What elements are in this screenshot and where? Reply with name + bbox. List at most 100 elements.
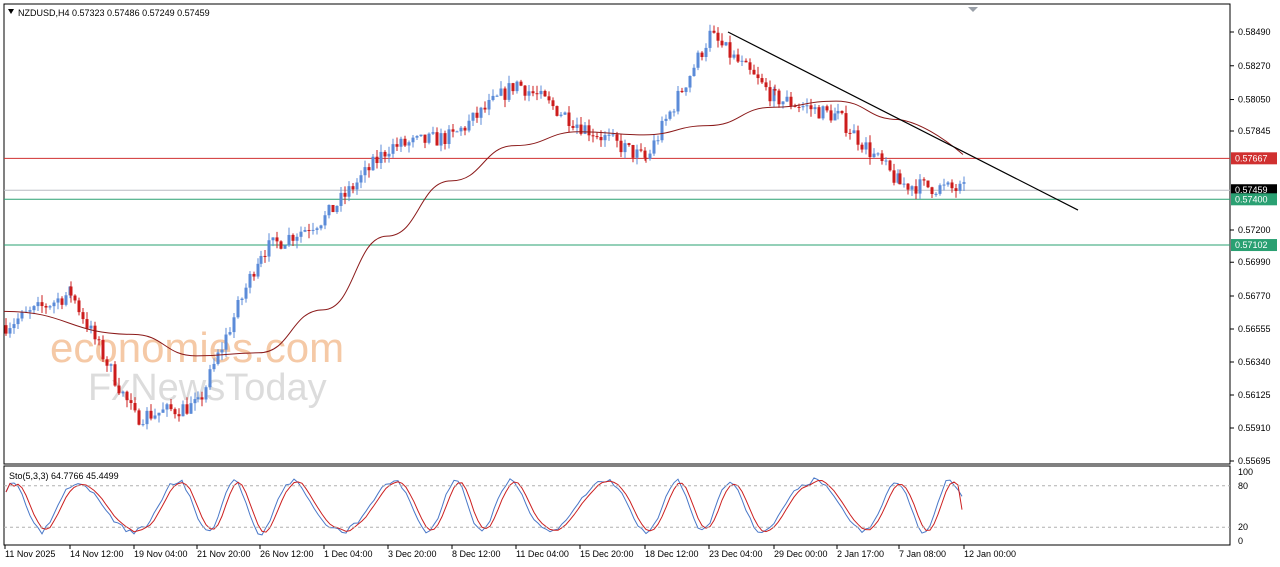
candle-body (942, 184, 946, 186)
candle (736, 48, 740, 64)
candle (69, 281, 73, 303)
candle (256, 258, 260, 279)
candle-body (934, 193, 938, 195)
candle (471, 112, 475, 127)
candle (415, 135, 419, 141)
candle-body (559, 114, 563, 116)
candle (244, 283, 248, 303)
candle (551, 97, 555, 110)
candle (157, 412, 161, 423)
level-label: 0.57667 (1235, 153, 1268, 163)
candle (455, 130, 459, 133)
candle-body (656, 140, 660, 142)
candle (902, 177, 906, 188)
x-tick-label: 23 Dec 04:00 (709, 549, 763, 559)
candle (64, 292, 68, 307)
candle (531, 85, 535, 97)
candle (760, 73, 764, 85)
candle-body (451, 129, 455, 132)
candle-body (950, 182, 954, 189)
candle-body (399, 138, 403, 147)
candle-body (12, 324, 16, 329)
level-tag-resistance (1231, 152, 1277, 165)
candle-body (898, 173, 902, 185)
candle-body (319, 225, 323, 229)
candle-body (335, 205, 339, 213)
stochastic-pane[interactable] (3, 465, 1231, 546)
candle-body (291, 234, 295, 241)
candle (785, 90, 789, 103)
candle (161, 402, 165, 413)
candle-body (962, 182, 966, 184)
candle (77, 297, 81, 316)
candle-body (299, 231, 303, 237)
candle (427, 132, 431, 145)
candle (880, 150, 884, 165)
candle (193, 392, 197, 411)
candle-body (880, 153, 884, 162)
candle-body (499, 88, 503, 96)
candle (141, 419, 145, 427)
candle (696, 50, 700, 71)
candle (910, 185, 914, 196)
y-tick-label: 0.58490 (1238, 27, 1271, 37)
candle-body (443, 133, 447, 144)
candle-body (129, 400, 133, 403)
candle-body (137, 410, 141, 425)
candle (4, 318, 8, 336)
candle-body (571, 125, 575, 128)
candle-body (113, 364, 117, 386)
candle (950, 179, 954, 193)
y-tick-label: 0.56340 (1238, 357, 1271, 367)
candle-body (52, 302, 56, 307)
candle (475, 106, 479, 123)
stochastic-label: Sto(5,3,3) 64.7766 45.4499 (9, 471, 119, 481)
x-tick-label: 15 Dec 20:00 (580, 549, 634, 559)
candle-body (411, 137, 415, 143)
candle-body (563, 112, 567, 115)
x-tick-label: 8 Dec 12:00 (452, 549, 501, 559)
candle (708, 24, 712, 52)
candle (200, 391, 204, 407)
candle (403, 135, 407, 147)
candle-body (672, 111, 676, 113)
candle (764, 78, 768, 91)
candle (153, 408, 157, 420)
candle (8, 322, 12, 338)
candle (467, 114, 471, 133)
candle (149, 404, 153, 421)
candle-body (105, 359, 109, 366)
candle (379, 144, 383, 170)
candle (777, 88, 781, 108)
chart-shift-icon[interactable] (968, 7, 978, 12)
candle-body (169, 404, 173, 410)
candle (712, 25, 716, 34)
candle (942, 178, 946, 191)
candle (196, 391, 200, 403)
candle (236, 296, 240, 319)
y-tick-label: 0.55695 (1238, 456, 1271, 466)
candle (852, 124, 856, 134)
y-tick-label: 0.56555 (1238, 324, 1271, 334)
candle-body (375, 156, 379, 164)
candle (395, 137, 399, 152)
candle-body (744, 60, 748, 63)
candle-body (958, 183, 962, 191)
candle-body (212, 363, 216, 370)
candle (12, 318, 16, 334)
candle-body (696, 52, 700, 68)
price-pane[interactable] (3, 3, 1231, 465)
candle-body (279, 241, 283, 249)
candle-body (728, 42, 732, 58)
candle (587, 119, 591, 142)
candle (117, 377, 121, 395)
trend-line[interactable] (727, 31, 1079, 211)
candle-body (149, 410, 153, 419)
candle (208, 364, 212, 390)
candle (89, 320, 93, 334)
candle (483, 101, 487, 113)
candle (688, 75, 692, 93)
candle (567, 106, 571, 133)
candle-body (367, 167, 371, 171)
